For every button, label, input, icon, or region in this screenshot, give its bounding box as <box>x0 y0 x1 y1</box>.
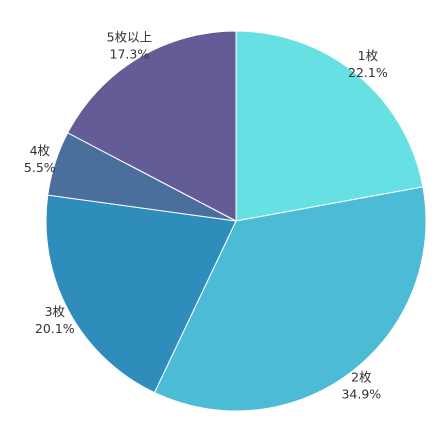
pie-slice <box>235 30 424 222</box>
slice-value-label: 22.1% <box>348 65 388 80</box>
pie-slice <box>45 194 237 394</box>
pie-labels: 1枚 22.1% 2枚 34.9% 3枚 20.1% 4枚 5.5% 5枚以上 17.3% <box>24 30 388 402</box>
slice-value-label: 20.1% <box>35 321 75 336</box>
pie-slice <box>67 30 237 222</box>
slice-label: 3枚 <box>45 304 66 319</box>
slice-label: 1枚 <box>358 48 379 63</box>
slice-label: 5枚以上 <box>107 30 152 45</box>
pie-slice <box>153 186 427 412</box>
slice-value-label: 17.3% <box>110 47 150 62</box>
slice-value-label: 5.5% <box>24 160 56 175</box>
slice-label: 2枚 <box>351 370 372 385</box>
pie-slices <box>45 30 427 412</box>
slice-value-label: 34.9% <box>341 387 381 402</box>
slice-label: 4枚 <box>30 143 51 158</box>
